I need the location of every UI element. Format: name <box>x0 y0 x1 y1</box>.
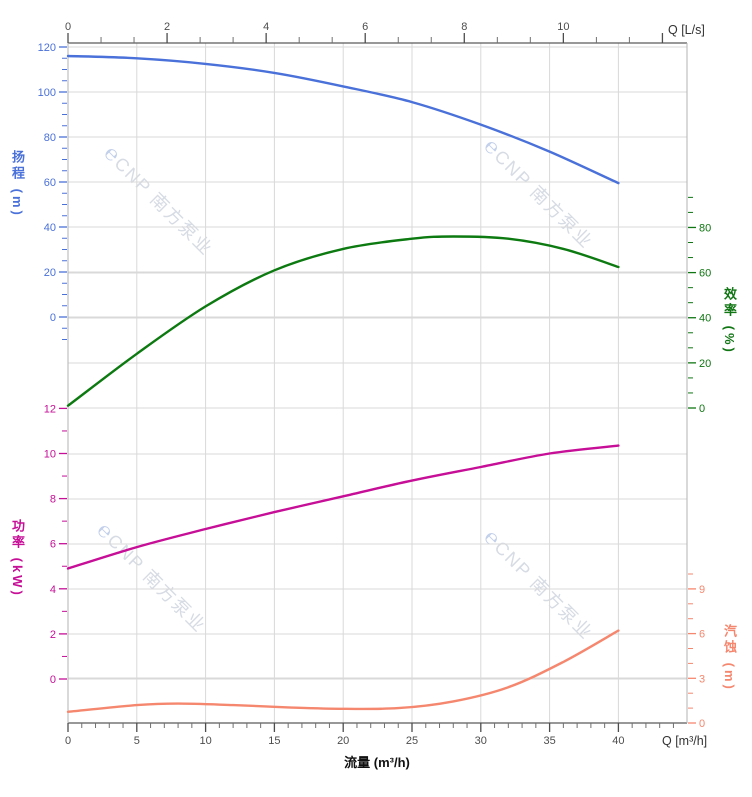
curve-head <box>66 54 620 185</box>
eff-axis-tick-label: 20 <box>699 358 711 370</box>
eff-axis-tick-label: 60 <box>699 268 711 280</box>
power-axis-tick-label: 2 <box>50 629 56 641</box>
top-axis-tick-label: 8 <box>461 21 467 33</box>
head-axis-tick-label: 80 <box>44 132 56 144</box>
npsh-axis-tick-label: 0 <box>699 718 705 730</box>
power-axis-tick-label: 12 <box>44 403 56 415</box>
head-axis-title: 扬程 (m) <box>10 150 25 218</box>
bottom-axis-tick-label: 15 <box>268 735 280 747</box>
bottom-axis-tick-label: 35 <box>543 735 555 747</box>
head-axis-tick-label: 100 <box>38 87 56 99</box>
eff-axis-tick-label: 80 <box>699 222 711 234</box>
npsh-axis-tick-label: 3 <box>699 673 705 685</box>
eff-axis-tick-label: 0 <box>699 403 705 415</box>
eff-axis-tick-label: 40 <box>699 313 711 325</box>
top-axis-tick-label: 0 <box>65 21 71 33</box>
curve-power <box>66 444 620 570</box>
bottom-axis-tick-label: 0 <box>65 735 71 747</box>
curve-efficiency <box>66 235 620 407</box>
top-axis-unit-label: Q [L/s] <box>668 23 705 37</box>
top-axis-tick-label: 4 <box>263 21 269 33</box>
power-axis-tick-label: 10 <box>44 449 56 461</box>
top-axis-tick-label: 10 <box>557 21 569 33</box>
top-axis-tick-label: 6 <box>362 21 368 33</box>
bottom-axis-unit-label: Q [m³/h] <box>662 734 708 748</box>
bottom-axis-tick-label: 25 <box>406 735 418 747</box>
head-axis-tick-label: 60 <box>44 177 56 189</box>
bottom-axis-tick-label: 10 <box>199 735 211 747</box>
head-axis-tick-label: 0 <box>50 312 56 324</box>
bottom-axis-tick-label: 40 <box>612 735 624 747</box>
curve-npsh <box>66 629 620 713</box>
top-axis-tick-label: 2 <box>164 21 170 33</box>
head-axis-tick-label: 40 <box>44 222 56 234</box>
head-axis-tick-label: 120 <box>38 42 56 54</box>
npsh-axis-tick-label: 6 <box>699 629 705 641</box>
bottom-axis-tick-label: 30 <box>475 735 487 747</box>
efficiency-axis-title: 效率 (%) <box>722 287 737 355</box>
bottom-axis-tick-label: 20 <box>337 735 349 747</box>
flow-axis-title: 流量 (m³/h) <box>344 755 410 770</box>
power-axis-tick-label: 4 <box>50 584 56 596</box>
head-axis-tick-label: 20 <box>44 267 56 279</box>
npsh-axis-tick-label: 9 <box>699 584 705 596</box>
power-axis-tick-label: 6 <box>50 539 56 551</box>
power-axis-tick-label: 8 <box>50 494 56 506</box>
power-axis-tick-label: 0 <box>50 674 56 686</box>
bottom-axis-tick-label: 5 <box>134 735 140 747</box>
power-axis-title: 功率 (kW) <box>10 519 25 598</box>
npsh-axis-title: 汽蚀 (m) <box>722 624 737 692</box>
